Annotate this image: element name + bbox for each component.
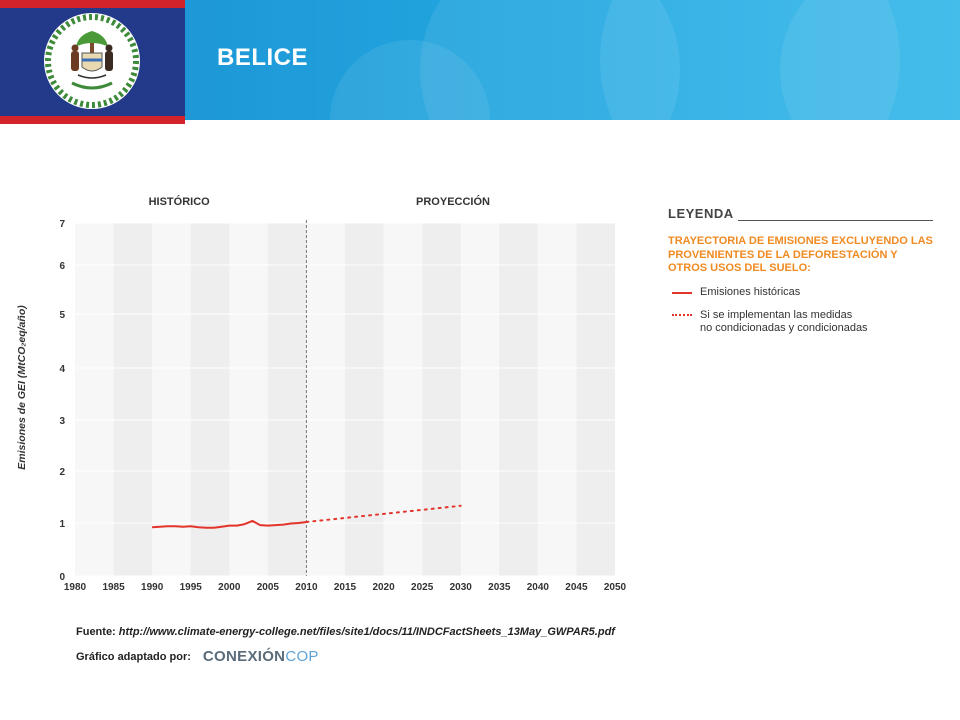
x-tick-label: 2000 [218, 582, 241, 593]
source-label: Fuente: [76, 626, 116, 638]
legend-item-projection-label-line2: no condicionadas y condicionadas [700, 321, 868, 334]
decorative-bubble [420, 0, 680, 120]
y-tick-label: 7 [59, 219, 65, 230]
legend-rule [738, 220, 933, 221]
logo-part-conexion: CONEXIÓN [202, 648, 286, 665]
dotted-line-swatch-icon [672, 313, 692, 316]
x-tick-label: 2035 [488, 582, 511, 593]
plot-band [499, 223, 538, 576]
y-tick-label: 5 [59, 310, 65, 321]
plot-band [190, 223, 230, 576]
x-tick-label: 1980 [64, 582, 87, 593]
y-tick-label: 6 [59, 261, 65, 272]
y-tick-label: 3 [59, 416, 65, 427]
flag-coat-of-arms-icon [44, 13, 140, 109]
historic-series-line [152, 519, 307, 529]
page-title: BELICE [217, 44, 309, 71]
y-tick-label: 1 [59, 519, 65, 530]
x-tick-label: 2020 [372, 582, 395, 593]
plot-band [576, 223, 615, 576]
legend-item-historic: Emisiones históricas [668, 286, 938, 299]
flag-stripe-bottom [0, 116, 185, 124]
y-tick-label: 2 [59, 467, 65, 478]
y-axis-label: Emisiones de GEI (MtCO₂eq/año) [16, 305, 28, 470]
x-tick-label: 1985 [102, 582, 125, 593]
legend-title: LEYENDA [668, 206, 734, 221]
decorative-bubble [780, 0, 960, 120]
y-tick-label: 4 [59, 364, 65, 375]
plot-band [113, 223, 153, 576]
y-tick-label: 0 [59, 572, 65, 583]
plot-band [422, 223, 461, 576]
plot-band [267, 223, 307, 576]
legend-item-projection-label-line1: Si se implementan las medidas [700, 308, 853, 321]
legend-item-projection: Si se implementan las medidas no condici… [668, 309, 938, 335]
conexioncop-logo: CONEXIÓNCOP [203, 648, 319, 665]
source-line: Fuente: http://www.climate-energy-colleg… [76, 626, 615, 638]
x-tick-label: 2045 [565, 582, 588, 593]
flag-stripe-top [0, 0, 185, 8]
credit-label: Gráfico adaptado por: [76, 650, 191, 663]
x-tick-label: 2025 [411, 582, 434, 593]
x-tick-label: 1990 [141, 582, 164, 593]
decorative-bubble [600, 0, 900, 120]
x-tick-label: 2040 [527, 582, 550, 593]
x-tick-label: 2030 [450, 582, 473, 593]
header-banner [0, 0, 960, 120]
x-tick-label: 2050 [604, 582, 627, 593]
legend-item-historic-label: Emisiones históricas [700, 285, 801, 298]
section-label-historico: HISTÓRICO [149, 195, 211, 208]
x-tick-label: 2015 [334, 582, 357, 593]
source-link[interactable]: http://www.climate-energy-college.net/fi… [118, 626, 615, 638]
legend-subtitle: TRAYECTORIA DE EMISIONES EXCLUYENDO LAS … [668, 235, 933, 274]
logo-part-cop: COP [285, 648, 319, 665]
emissions-chart: 0 1 2 3 4 5 6 7 1980 1985 1990 1995 2000 2005 2010 2015… [16, 195, 627, 593]
x-tick-label: 2005 [257, 582, 280, 593]
plot-band [345, 223, 384, 576]
credit-line: Gráfico adaptado por: CONEXIÓNCOP [76, 648, 319, 665]
x-tick-label: 2010 [295, 582, 318, 593]
legend: LEYENDA TRAYECTORIA DE EMISIONES EXCLUYE… [668, 206, 938, 335]
solid-line-swatch-icon [672, 291, 692, 294]
section-label-proyeccion: PROYECCIÓN [416, 195, 490, 208]
belize-flag [0, 0, 185, 124]
projection-series-line [305, 504, 462, 523]
x-tick-label: 1995 [180, 582, 203, 593]
